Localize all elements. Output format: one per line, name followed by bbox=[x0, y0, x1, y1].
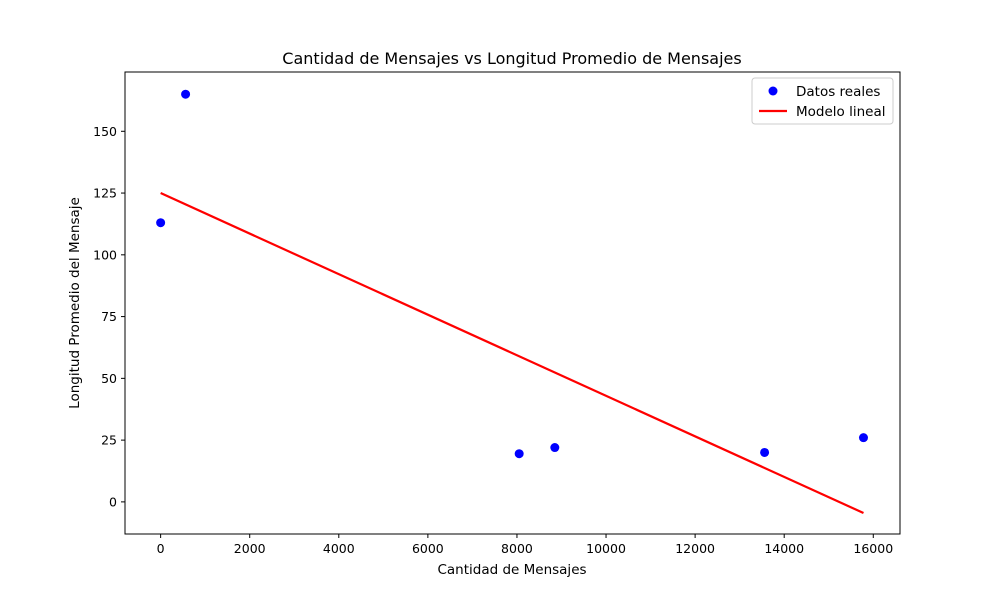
y-axis-label: Longitud Promedio del Mensaje bbox=[67, 197, 83, 409]
legend-label: Modelo lineal bbox=[796, 104, 885, 120]
x-tick-label: 6000 bbox=[412, 541, 444, 556]
y-tick-label: 100 bbox=[93, 247, 117, 262]
data-point bbox=[514, 449, 524, 459]
legend-marker-swatch bbox=[768, 86, 778, 96]
y-tick-label: 0 bbox=[109, 494, 117, 509]
x-tick-label: 2000 bbox=[234, 541, 266, 556]
plot-frame bbox=[124, 71, 901, 535]
regression-line bbox=[160, 192, 864, 515]
legend-box bbox=[751, 77, 894, 125]
chart-title: Cantidad de Mensajes vs Longitud Promedi… bbox=[282, 49, 741, 68]
y-tick-label: 25 bbox=[101, 433, 117, 448]
y-tick-label: 125 bbox=[93, 186, 117, 201]
plot-layer bbox=[156, 89, 868, 515]
x-tick-label: 16000 bbox=[853, 541, 893, 556]
y-tick-label: 75 bbox=[101, 309, 117, 324]
x-tick-label: 8000 bbox=[501, 541, 533, 556]
x-tick-label: 12000 bbox=[675, 541, 715, 556]
data-point bbox=[156, 218, 166, 228]
x-tick-label: 0 bbox=[157, 541, 165, 556]
x-tick-label: 4000 bbox=[323, 541, 355, 556]
y-tick-label: 50 bbox=[101, 371, 117, 386]
y-tick-label: 150 bbox=[93, 124, 117, 139]
x-axis-label: Cantidad de Mensajes bbox=[437, 562, 586, 578]
data-point bbox=[181, 89, 191, 99]
legend: Datos reales Modelo lineal bbox=[751, 77, 894, 125]
y-axis-ticks: 0 25 50 75 100 125 150 bbox=[93, 124, 125, 509]
data-point bbox=[550, 443, 560, 453]
legend-label: Datos reales bbox=[796, 84, 880, 100]
data-point bbox=[760, 447, 770, 457]
x-axis-ticks: 0 2000 4000 6000 8000 10000 12000 14000 16000 bbox=[157, 534, 893, 556]
x-tick-label: 14000 bbox=[764, 541, 804, 556]
data-point bbox=[858, 433, 868, 443]
x-tick-label: 10000 bbox=[586, 541, 626, 556]
